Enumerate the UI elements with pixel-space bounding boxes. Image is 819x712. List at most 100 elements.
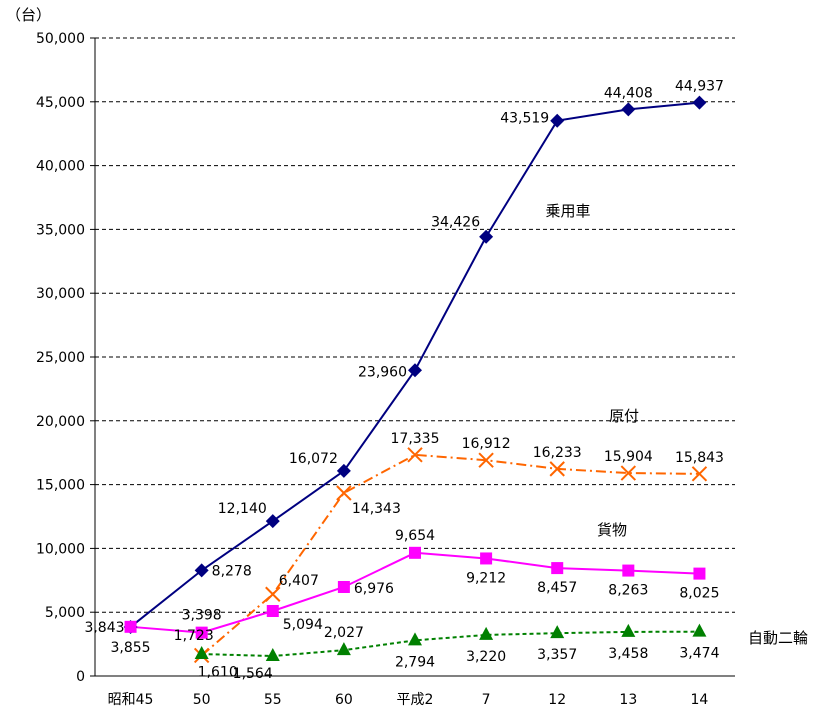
- data-point: [265, 514, 280, 529]
- data-point: [194, 563, 209, 578]
- data-point: [621, 102, 636, 117]
- axes: [90, 37, 735, 677]
- gridlines: [95, 37, 735, 613]
- data-label: 3,843: [84, 620, 124, 636]
- data-point: [691, 466, 708, 482]
- data-label: 3,855: [111, 640, 151, 656]
- data-point: [480, 552, 493, 565]
- data-label: 6,407: [279, 573, 319, 589]
- data-point: [550, 625, 565, 639]
- x-tick-label: 14: [691, 692, 709, 708]
- data-label: 1,610: [198, 664, 238, 680]
- data-point: [549, 461, 565, 477]
- y-tick-label: 5,000: [45, 605, 85, 621]
- series-line: [201, 630, 700, 658]
- data-point: [195, 626, 208, 639]
- series-name: 貨物: [597, 521, 627, 539]
- data-point: [336, 642, 351, 656]
- series-name: 乗用車: [545, 202, 590, 220]
- y-tick-label: 15,000: [36, 478, 85, 494]
- data-label: 16,233: [533, 445, 582, 461]
- data-label: 5,094: [283, 617, 323, 633]
- data-label: 8,457: [537, 580, 577, 596]
- y-tick-label: 0: [76, 669, 85, 685]
- x-tick-label: 平成2: [397, 692, 434, 708]
- x-tick-label: 60: [335, 692, 353, 708]
- data-point: [266, 605, 279, 618]
- data-label: 6,976: [354, 581, 394, 597]
- data-label: 9,212: [466, 570, 506, 586]
- data-label: 15,843: [675, 450, 724, 466]
- data-label: 3,357: [537, 647, 577, 663]
- data-point: [408, 363, 422, 378]
- data-point: [337, 580, 350, 593]
- data-label: 14,343: [352, 501, 401, 517]
- data-label: 9,654: [395, 528, 435, 544]
- series-line: [201, 453, 700, 657]
- x-tick-label: 50: [193, 692, 211, 708]
- data-point: [479, 229, 494, 244]
- y-tick-label: 20,000: [36, 414, 85, 430]
- data-label: 16,072: [289, 451, 338, 467]
- y-tick-label: 10,000: [36, 541, 85, 557]
- data-point: [621, 623, 636, 637]
- series-name: 自動二輪: [748, 629, 808, 647]
- data-label: 2,794: [395, 654, 435, 670]
- data-label: 3,220: [466, 649, 506, 665]
- data-point: [620, 465, 637, 481]
- data-label: 43,519: [500, 111, 549, 127]
- data-label: 34,426: [431, 215, 480, 231]
- x-tick-label: 昭和45: [108, 692, 154, 708]
- data-label: 23,960: [358, 364, 407, 380]
- y-tick-label: 45,000: [36, 95, 85, 111]
- data-label: 8,025: [679, 586, 719, 602]
- data-point: [265, 648, 280, 662]
- series-markers: [123, 95, 708, 664]
- data-point: [336, 485, 352, 501]
- data-point: [478, 452, 494, 468]
- data-label: 15,904: [604, 449, 653, 465]
- data-label: 3,458: [608, 646, 648, 662]
- y-tick-label: 30,000: [36, 286, 85, 302]
- data-point: [194, 646, 209, 660]
- data-label: 3,474: [679, 646, 719, 662]
- x-tick-label: 13: [619, 692, 637, 708]
- data-point: [265, 586, 281, 602]
- data-labels: 3,843 8,278 12,140 16,072 23,960 34,426 43,519…: [84, 79, 723, 682]
- data-point: [336, 463, 351, 478]
- y-axis-ticks: 0 5,000 10,000 15,000 20,000 25,000 30,000 35,0…: [36, 31, 85, 685]
- data-label: 2,027: [324, 625, 364, 641]
- data-point: [551, 562, 564, 575]
- y-tick-label: 50,000: [36, 31, 85, 47]
- data-label: 3,398: [182, 608, 222, 624]
- data-point: [479, 626, 494, 640]
- data-point: [124, 620, 137, 633]
- data-label: 17,335: [391, 431, 440, 447]
- y-axis-unit: （台）: [6, 6, 51, 24]
- x-axis-ticks: 昭和45 50 55 60 平成2 7 12 13 14: [108, 692, 709, 708]
- y-tick-label: 25,000: [36, 350, 85, 366]
- data-point: [622, 564, 635, 577]
- x-tick-label: 12: [548, 692, 566, 708]
- x-tick-label: 55: [264, 692, 282, 708]
- data-label: 44,937: [675, 79, 724, 95]
- y-tick-label: 40,000: [36, 159, 85, 175]
- data-label: 1,564: [233, 666, 273, 682]
- data-label: 12,140: [218, 501, 267, 517]
- data-label: 1,723: [174, 628, 214, 644]
- series-name: 原付: [609, 407, 639, 425]
- data-point: [692, 95, 707, 110]
- y-tick-label: 35,000: [36, 222, 85, 238]
- data-point: [692, 623, 707, 637]
- data-label: 8,278: [212, 563, 252, 579]
- data-label: 8,263: [608, 583, 648, 599]
- data-point: [407, 447, 423, 463]
- x-tick-label: 7: [482, 692, 491, 708]
- data-label: 44,408: [604, 85, 653, 101]
- data-label: 16,912: [462, 436, 511, 452]
- data-point: [550, 113, 565, 128]
- data-point: [408, 632, 422, 646]
- data-point: [693, 567, 706, 580]
